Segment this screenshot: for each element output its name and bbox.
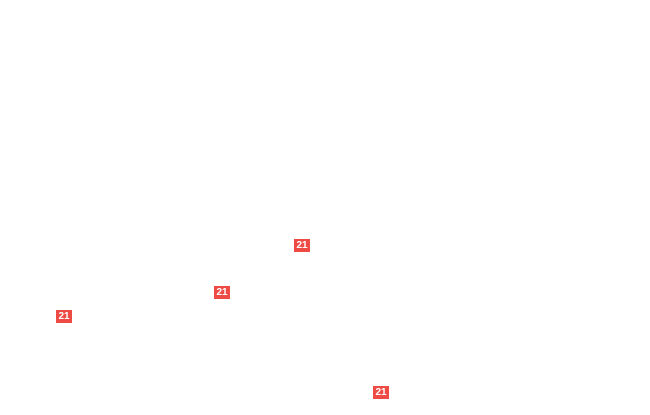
part-callout-badge[interactable]: 21 [56, 310, 72, 323]
part-callout-badge[interactable]: 21 [294, 239, 310, 252]
part-callout-badge[interactable]: 21 [373, 386, 389, 399]
part-callout-badge[interactable]: 21 [214, 286, 230, 299]
